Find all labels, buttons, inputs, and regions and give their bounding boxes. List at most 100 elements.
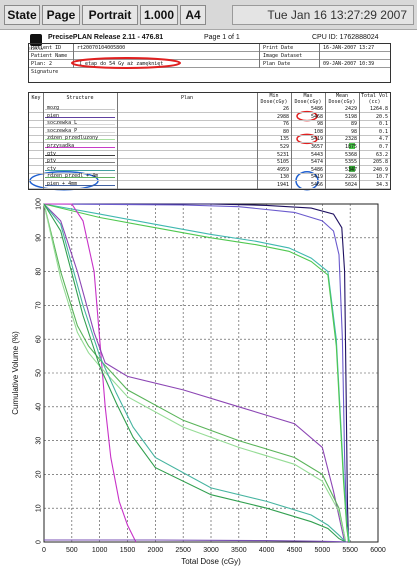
max-dose: 5486 — [310, 106, 323, 112]
x-tick-label: 5500 — [342, 547, 358, 554]
max-dose: 3657 — [310, 144, 323, 150]
structure-name: rdzen przedl + 4m — [47, 173, 99, 180]
max-dose: 5419 — [310, 174, 323, 181]
mean-dose: 2429 — [344, 106, 357, 112]
patient-name-label: Patient Name — [31, 53, 68, 59]
mean-dose: 5024 — [344, 182, 357, 188]
patient-row-id: Patient ID rt20070104005800 Print Date 1… — [29, 44, 390, 52]
state-button[interactable]: State — [4, 5, 40, 25]
plan-value: I etap do 54 Gy aż zamęknięt — [79, 61, 164, 67]
structure-key-swatch — [45, 177, 115, 179]
page-indicator: Page 1 of 1 — [204, 34, 240, 41]
x-tick-label: 0 — [42, 547, 46, 554]
x-tick-label: 4500 — [287, 547, 303, 554]
zoom-button[interactable]: 1.000 — [140, 5, 178, 25]
x-tick-label: 2500 — [175, 547, 191, 554]
table-row: soczewka P 80 108 98 0.1 — [29, 127, 390, 136]
table-divider — [325, 93, 326, 189]
y-tick-label: 10 — [36, 504, 43, 512]
signature-label: Signature — [31, 69, 59, 75]
logo-text: ELEKTA — [28, 46, 44, 51]
mean-color-marker — [349, 143, 355, 149]
total-volume: 0.1 — [378, 128, 388, 135]
structure-name: ptv — [47, 158, 57, 165]
table-divider — [257, 93, 258, 189]
table-row: zdzen przedluzony 135 5419 2328 4.7 — [29, 135, 390, 144]
dvh-series-line — [44, 203, 350, 543]
print-date-label: Print Date — [263, 45, 294, 51]
paper-size-button[interactable]: A4 — [180, 5, 206, 25]
x-tick-label: 2000 — [148, 547, 164, 554]
table-divider — [73, 44, 74, 68]
structure-name: soczewka P — [47, 127, 78, 134]
structure-key-swatch — [45, 116, 115, 118]
x-tick-label: 3000 — [203, 547, 219, 554]
y-tick-label: 0 — [36, 540, 43, 544]
max-dose: 5443 — [310, 151, 323, 158]
table-row: soczewka L 76 98 89 0.1 — [29, 120, 390, 129]
patient-row-plan: Plan: 2 I etap do 54 Gy aż zamęknięt Pla… — [29, 60, 390, 68]
patient-row-signature: Signature — [29, 68, 390, 76]
total-volume: 1264.8 — [369, 106, 388, 112]
mean-dose: 98 — [350, 128, 357, 135]
max-dose-highlight — [296, 133, 318, 145]
dvh-series-line — [43, 203, 350, 543]
min-dose: 135 — [279, 136, 289, 143]
y-tick-label: 20 — [36, 470, 43, 478]
max-dose-highlight — [296, 110, 318, 122]
toolbar: State Page Portrait 1.000 A4 Tue Jan 16 … — [0, 0, 417, 30]
mean-dose: 5355 — [344, 159, 357, 166]
plan-date-value: 09-JAN-2007 10:39 — [323, 61, 375, 67]
total-volume: 20.5 — [375, 113, 388, 120]
structure-name: zdzen przedluzony — [47, 135, 99, 142]
structure-table: Key Structure Plan Min Dose(cGy) Max Dos… — [28, 92, 391, 190]
max-dose: 5468 — [310, 113, 323, 120]
orientation-button[interactable]: Portrait — [82, 5, 138, 25]
table-divider — [359, 93, 360, 189]
y-tick-label: 90 — [36, 234, 43, 242]
patient-id-label: Patient ID — [31, 45, 62, 51]
y-tick-label: 40 — [36, 403, 43, 411]
table-row: pien 2988 5468 5198 20.5 — [29, 113, 390, 121]
min-dose: 130 — [279, 174, 289, 181]
table-row: ptv 5105 5474 5355 205.8 — [29, 158, 390, 167]
table-row: mozg 26 5486 2429 1264.8 — [29, 105, 390, 113]
min-dose: 5105 — [276, 159, 289, 166]
structure-name: ctv — [47, 165, 57, 172]
mean-dose: 89 — [350, 121, 357, 128]
min-dose: 80 — [282, 128, 289, 135]
structure-key-swatch — [45, 109, 115, 110]
patient-row-name: Patient Name Image Dataset — [29, 52, 390, 60]
table-row: przysadka 529 3657 1875 0.7 — [29, 143, 390, 151]
mean-dose: 5347 — [344, 166, 357, 173]
y-tick-label: 50 — [36, 369, 43, 377]
table-divider — [291, 93, 292, 189]
min-dose: 4959 — [276, 166, 289, 173]
dvh-chart: 0 500 1000 1500 2000 2500 3000 3500 4000 4500 5000… — [0, 196, 417, 566]
x-tick-label: 5000 — [315, 547, 331, 554]
x-tick-label: 500 — [66, 547, 78, 554]
total-volume: 240.9 — [372, 166, 388, 173]
mean-dose: 5198 — [344, 113, 357, 120]
page-button[interactable]: Page — [42, 5, 80, 25]
x-tick-label: 1500 — [120, 547, 136, 554]
col-plan-header: Plan — [180, 95, 194, 101]
structure-key-swatch — [45, 124, 115, 126]
table-divider — [117, 93, 118, 189]
patient-info-table: Patient ID rt20070104005800 Print Date 1… — [28, 43, 391, 83]
structure-name: przysadka — [47, 143, 75, 149]
dvh-series-line — [43, 203, 346, 543]
x-axis-label: Total Dose (cGy) — [181, 557, 241, 566]
datetime-display: Tue Jan 16 13:27:29 2007 — [232, 5, 414, 25]
min-dose: 529 — [279, 144, 289, 150]
col-structure-header: Structure — [66, 95, 94, 101]
max-dose: 108 — [313, 128, 323, 135]
max-dose: 5466 — [310, 182, 323, 188]
cpu-id: CPU ID: 1762888024 — [312, 34, 379, 41]
total-volume: 0.1 — [378, 121, 388, 128]
max-dose: 5419 — [310, 136, 323, 143]
col-mean-header: Mean Dose(cGy) — [328, 93, 356, 105]
y-tick-label: 60 — [36, 335, 43, 343]
table-row: gtv 5231 5443 5368 63.2 — [29, 151, 390, 159]
max-dose: 5474 — [310, 159, 323, 166]
